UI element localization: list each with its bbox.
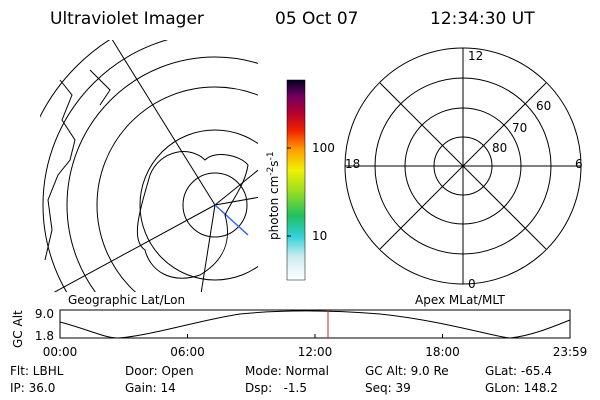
- lat-label: 60: [536, 99, 551, 113]
- colorbar-tick-label: 100: [312, 141, 335, 155]
- y-tick-label: 9.0: [35, 307, 54, 321]
- status-field: GLat: -65.4: [485, 364, 552, 378]
- panel-title: Geographic Lat/Lon: [68, 293, 185, 307]
- status-field: Seq: 39: [365, 381, 411, 395]
- panel-title: Apex MLat/MLT: [415, 293, 505, 307]
- y-tick-label: 1.8: [35, 329, 54, 343]
- lat-label: 80: [492, 141, 507, 155]
- x-tick-label: 12:00: [298, 345, 333, 359]
- lat-label: 70: [512, 121, 527, 135]
- unit-base: photon cm: [267, 176, 281, 240]
- colorbar-tick-label: 10: [312, 229, 327, 243]
- altitude-label: GC Alt: [11, 310, 25, 348]
- instrument: Ultraviolet Imager: [50, 9, 204, 29]
- unit-exp: -1: [266, 151, 276, 160]
- status-field: Mode: Normal: [245, 364, 329, 378]
- mlt-label: 0: [468, 277, 476, 291]
- mlt-label: 6: [575, 157, 583, 171]
- x-tick-label: 06:00: [170, 345, 205, 359]
- time: 12:34:30 UT: [430, 9, 535, 29]
- x-tick-label: 23:59: [553, 345, 588, 359]
- status-field: GLon: 148.2: [485, 381, 558, 395]
- polar-plot: [344, 47, 582, 285]
- mlt-label: 18: [345, 157, 360, 171]
- colorbar: [286, 79, 306, 281]
- status-field: Gain: 14: [125, 381, 176, 395]
- status-field: IP: 36.0: [10, 381, 55, 395]
- status-field: Flt: LBHL: [10, 364, 64, 378]
- status-field: Dsp: -1.5: [245, 381, 307, 395]
- colorbar-unit: photon cm-2s-1: [266, 151, 281, 240]
- x-tick-label: 00:00: [43, 345, 78, 359]
- x-tick-label: 18:00: [425, 345, 460, 359]
- altitude-curve: [59, 310, 571, 339]
- status-field: GC Alt: 9.0 Re: [365, 364, 449, 378]
- geographic-map: [40, 40, 258, 292]
- status-field: Door: Open: [125, 364, 194, 378]
- unit-mid: s: [267, 160, 281, 166]
- mlt-label: 12: [468, 49, 483, 63]
- unit-exp: -2: [266, 167, 276, 176]
- date: 05 Oct 07: [275, 9, 358, 29]
